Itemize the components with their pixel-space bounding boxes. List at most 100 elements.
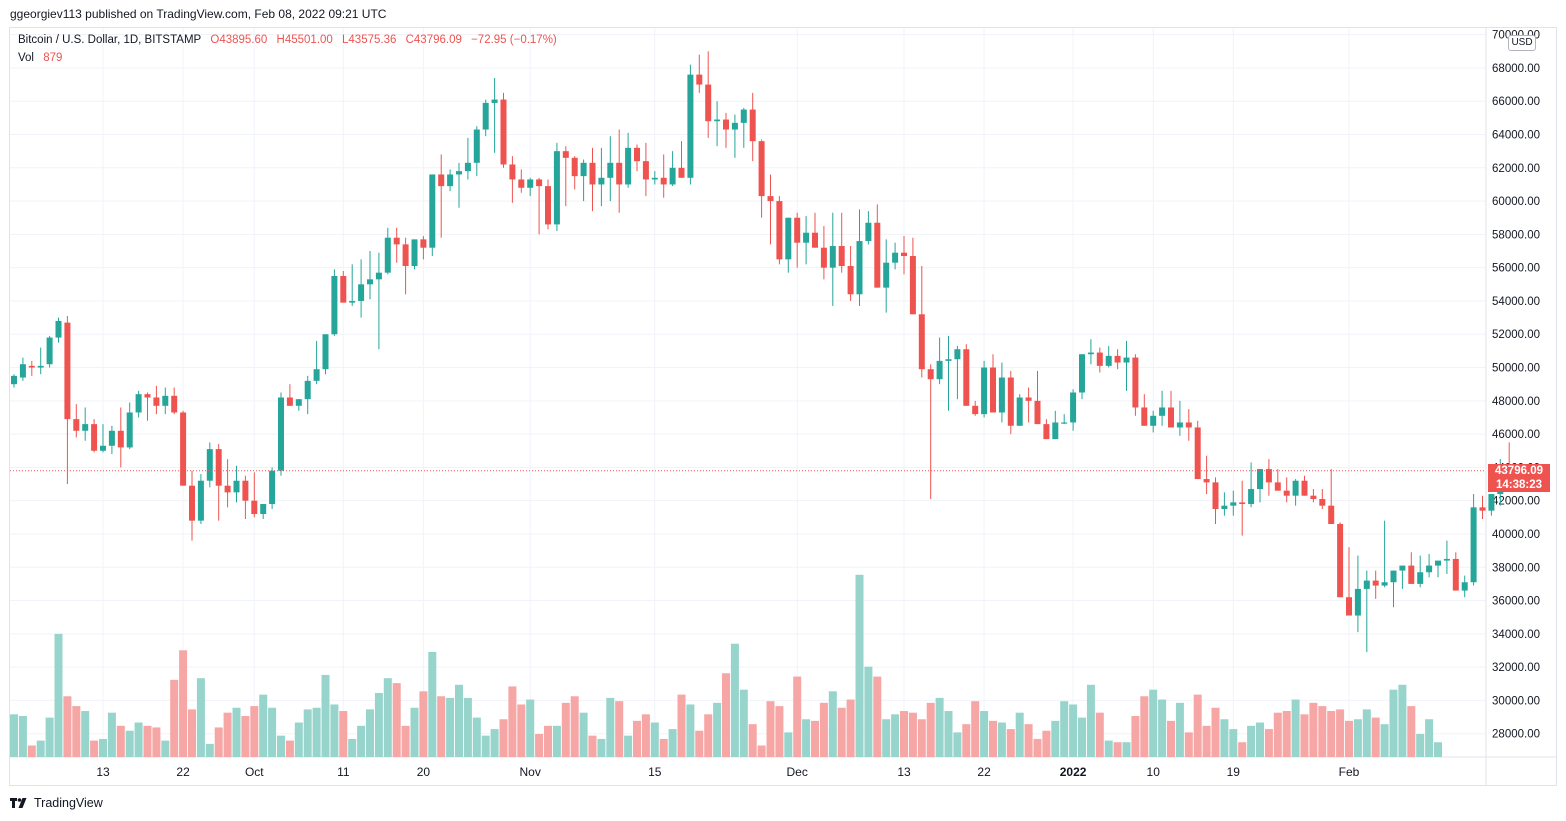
volume-bar xyxy=(882,719,891,757)
volume-bar xyxy=(490,729,499,757)
volume-bar xyxy=(1362,709,1371,757)
candle-body xyxy=(892,252,899,263)
volume-bar xyxy=(1282,711,1291,757)
volume-bar xyxy=(677,694,686,757)
candle-body xyxy=(1212,482,1219,510)
ohlc-legend: Bitcoin / U.S. Dollar, 1D, BITSTAMP O438… xyxy=(18,34,563,46)
symbol-label[interactable]: Bitcoin / U.S. Dollar, 1D, BITSTAMP xyxy=(18,34,202,46)
volume-bar xyxy=(1300,714,1309,757)
candle-body xyxy=(1372,580,1379,586)
volume-bar xyxy=(1051,720,1060,757)
candle-body xyxy=(393,237,400,245)
candle-body xyxy=(1168,407,1174,428)
candle-body xyxy=(251,500,258,514)
candle-body xyxy=(1354,588,1361,616)
candle-body xyxy=(642,161,649,180)
candle-body xyxy=(37,365,44,368)
time-tick-label: 11 xyxy=(337,765,350,779)
candle-body xyxy=(304,380,311,400)
candle-body xyxy=(981,367,988,415)
volume-bar xyxy=(428,651,437,757)
candle-body xyxy=(286,397,293,406)
candle-body xyxy=(731,122,738,130)
candle-body xyxy=(171,395,178,413)
volume-bar xyxy=(713,702,722,757)
volume-bar xyxy=(908,712,917,757)
volume-bar xyxy=(1309,702,1318,757)
candle-body xyxy=(1221,505,1228,510)
candle-body xyxy=(269,470,276,505)
volume-bar xyxy=(1247,725,1256,757)
candle-body xyxy=(375,272,382,280)
volume-bar xyxy=(54,633,63,757)
candle-body xyxy=(918,314,925,370)
currency-badge[interactable]: USD xyxy=(1508,35,1536,51)
candle-body xyxy=(1292,480,1299,496)
volume-bar xyxy=(1407,706,1416,757)
volume-bar xyxy=(1122,742,1131,757)
volume-bar xyxy=(1336,709,1345,757)
volume-bar xyxy=(419,691,428,757)
volume-bar xyxy=(1069,704,1078,757)
volume-bar xyxy=(312,707,321,757)
candle-body xyxy=(153,397,160,406)
candle-body xyxy=(1248,489,1255,505)
volume-bar xyxy=(552,725,561,757)
volume-bar xyxy=(1140,696,1149,757)
candle-body xyxy=(1417,572,1424,584)
volume-bar xyxy=(223,712,232,757)
candle-body xyxy=(705,84,712,122)
volume-bar xyxy=(161,740,170,757)
price-tick-label: 54000.00 xyxy=(1492,296,1540,308)
volume-label[interactable]: Vol xyxy=(18,52,34,64)
volume-bar xyxy=(1095,712,1104,757)
volume-bar xyxy=(294,722,303,757)
candle-body xyxy=(429,174,436,248)
candle-body xyxy=(411,239,418,267)
candle-body xyxy=(1452,558,1459,591)
volume-bar xyxy=(1380,724,1389,757)
candle-body xyxy=(295,399,302,406)
candle-body xyxy=(1007,377,1014,426)
candle-body xyxy=(954,349,961,360)
volume-bar xyxy=(1184,732,1193,757)
candle-body xyxy=(28,365,35,368)
volume-bar xyxy=(900,711,908,757)
volume-legend: Vol 879 xyxy=(18,52,68,64)
volume-bar xyxy=(855,574,864,757)
candle-body xyxy=(545,186,551,225)
candle-body xyxy=(1070,392,1077,423)
volume-bar xyxy=(730,643,739,757)
candle-body xyxy=(1194,427,1201,480)
volume-bar xyxy=(1131,715,1140,757)
volume-bar xyxy=(668,729,677,757)
time-tick-label: 13 xyxy=(897,765,911,779)
time-tick-label: 2022 xyxy=(1060,765,1087,779)
volume-bar xyxy=(36,740,45,757)
price-tick-label: 50000.00 xyxy=(1492,363,1540,375)
candle-body xyxy=(500,99,507,165)
candle-body xyxy=(1079,354,1085,393)
volume-bar xyxy=(170,679,179,757)
time-tick-label: 19 xyxy=(1227,765,1241,779)
price-tick-label: 46000.00 xyxy=(1492,429,1540,441)
candle-body xyxy=(1203,479,1210,483)
tradingview-logo[interactable]: TradingView xyxy=(10,796,103,810)
volume-bar xyxy=(303,709,312,757)
candle-body xyxy=(598,177,605,185)
candle-body xyxy=(180,412,187,486)
volume-bar xyxy=(846,699,855,757)
volume-bar xyxy=(330,704,339,757)
candle-body xyxy=(1301,480,1308,496)
candle-body xyxy=(1087,352,1094,355)
volume-bar xyxy=(410,707,419,757)
volume-bar xyxy=(125,730,134,757)
volume-bar xyxy=(1042,730,1051,757)
candle-body xyxy=(1363,580,1370,589)
volume-bar xyxy=(81,711,90,757)
volume-bar xyxy=(392,683,401,757)
candle-body xyxy=(883,262,890,288)
candle-body xyxy=(651,177,658,180)
low-value: L43575.36 xyxy=(342,34,397,46)
